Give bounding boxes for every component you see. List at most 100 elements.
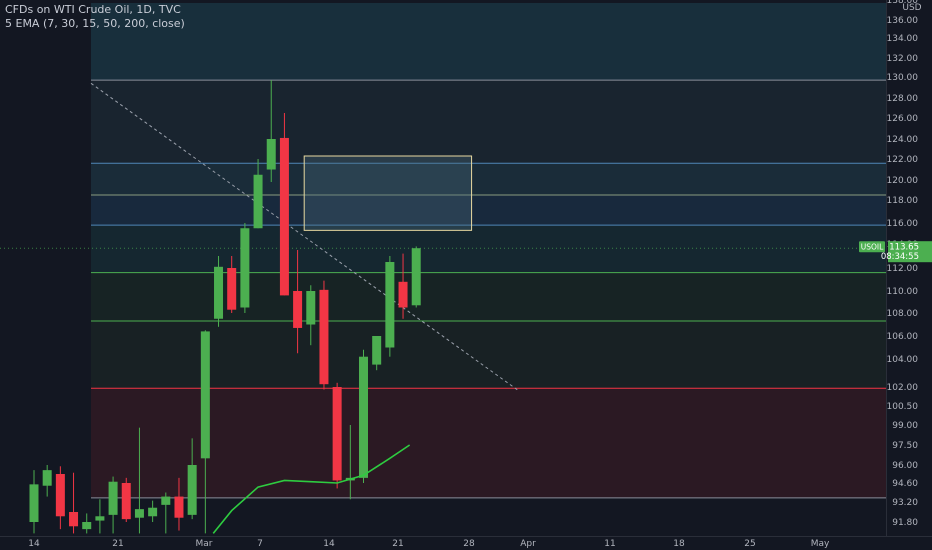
candle-body bbox=[42, 470, 52, 486]
candle[interactable] bbox=[372, 336, 382, 371]
candle-body bbox=[134, 509, 144, 518]
price-tick-label: 128.00 bbox=[887, 94, 919, 104]
rectangle-drawing bbox=[303, 155, 473, 231]
candle[interactable] bbox=[398, 253, 408, 319]
time-tick-label: 14 bbox=[323, 539, 335, 549]
candle[interactable] bbox=[69, 472, 79, 534]
dashed-trendline[interactable] bbox=[90, 82, 520, 392]
time-axis-bg bbox=[0, 536, 932, 550]
fib-zone-4 bbox=[91, 225, 886, 273]
candle[interactable] bbox=[55, 466, 65, 530]
trendline-drawing bbox=[90, 82, 520, 392]
candle-body bbox=[29, 484, 39, 522]
candle[interactable] bbox=[332, 382, 342, 489]
candle-body bbox=[148, 507, 158, 517]
price-tag-symbol: USOIL bbox=[861, 243, 884, 252]
candle[interactable] bbox=[227, 256, 237, 313]
price-tick-label: 94.60 bbox=[892, 479, 918, 489]
candle[interactable] bbox=[279, 113, 289, 296]
candle[interactable] bbox=[306, 285, 316, 346]
price-tick-label: 91.80 bbox=[892, 518, 918, 528]
candle-body bbox=[240, 228, 250, 308]
candle[interactable] bbox=[187, 438, 197, 520]
price-tick-label: 138.00 bbox=[887, 0, 919, 6]
price-tick-label: 124.00 bbox=[887, 135, 919, 145]
candles bbox=[29, 80, 421, 534]
price-tick-label: 93.20 bbox=[892, 498, 918, 508]
candle[interactable] bbox=[319, 280, 329, 390]
candle[interactable] bbox=[214, 256, 224, 327]
candle[interactable] bbox=[42, 465, 52, 497]
candle-body bbox=[214, 266, 224, 319]
price-tick-label: 99.00 bbox=[892, 421, 918, 431]
price-tick-label: 97.50 bbox=[892, 441, 918, 451]
candle[interactable] bbox=[148, 500, 158, 522]
fib-zone-2 bbox=[91, 163, 886, 195]
candle-body bbox=[121, 483, 131, 520]
candle[interactable] bbox=[266, 80, 276, 182]
candle[interactable] bbox=[95, 499, 105, 534]
time-tick-label: 21 bbox=[392, 539, 403, 549]
candle[interactable] bbox=[359, 349, 368, 483]
price-tick-label: 122.00 bbox=[887, 155, 919, 165]
candle[interactable] bbox=[200, 330, 210, 534]
candle-body bbox=[332, 387, 342, 481]
price-axis-bg bbox=[886, 0, 932, 550]
candle[interactable] bbox=[134, 427, 144, 534]
ema-line[interactable] bbox=[212, 444, 411, 534]
candle-body bbox=[372, 336, 382, 365]
candle-body bbox=[411, 248, 421, 306]
price-tag-symbol-box bbox=[859, 241, 885, 253]
time-tick-label: 28 bbox=[463, 539, 475, 549]
candle[interactable] bbox=[161, 492, 171, 534]
candle-body bbox=[227, 268, 237, 310]
candle-body bbox=[306, 291, 316, 325]
candle[interactable] bbox=[411, 246, 421, 308]
time-tick-label: May bbox=[811, 539, 830, 549]
price-tick-label: 134.00 bbox=[887, 34, 919, 44]
candle[interactable] bbox=[174, 477, 184, 531]
price-tick-label: 116.00 bbox=[887, 219, 919, 229]
candle[interactable] bbox=[82, 513, 92, 534]
horizontal-levels bbox=[0, 79, 886, 499]
time-tick-label: 25 bbox=[744, 539, 755, 549]
candle[interactable] bbox=[240, 223, 250, 313]
price-tick-label: 102.00 bbox=[887, 383, 919, 393]
ema-lines bbox=[212, 444, 411, 534]
candle-body bbox=[174, 496, 184, 518]
candle[interactable] bbox=[385, 256, 395, 357]
price-tick-label: 136.00 bbox=[887, 16, 919, 26]
price-tick-label: 118.00 bbox=[887, 196, 919, 206]
price-tag-price: 113.65 bbox=[889, 243, 919, 253]
candle[interactable] bbox=[253, 159, 263, 229]
candle-body bbox=[55, 474, 65, 517]
candle-body bbox=[253, 174, 263, 229]
price-tick-label: 132.00 bbox=[887, 54, 919, 64]
price-axis-currency: USD bbox=[902, 3, 921, 13]
time-tick-label: 7 bbox=[257, 539, 263, 549]
fib-zone-0 bbox=[91, 3, 886, 81]
candle-body bbox=[385, 262, 395, 348]
candle[interactable] bbox=[121, 477, 131, 522]
candle[interactable] bbox=[293, 250, 303, 354]
price-tick-label: 100.50 bbox=[887, 402, 919, 412]
price-tick-label: 108.00 bbox=[887, 309, 919, 319]
time-tick-label: Apr bbox=[520, 539, 536, 549]
resistance-rectangle[interactable] bbox=[303, 155, 473, 231]
candle-body bbox=[187, 465, 197, 515]
candle[interactable] bbox=[108, 476, 118, 534]
indicator-legend[interactable]: 5 EMA (7, 30, 15, 50, 200, close) bbox=[5, 17, 185, 30]
candle[interactable] bbox=[29, 470, 39, 534]
price-tick-label: 106.00 bbox=[887, 332, 919, 342]
fib-zone-5 bbox=[91, 272, 886, 322]
candle-body bbox=[69, 512, 79, 527]
candle-body bbox=[279, 137, 289, 296]
candle-body bbox=[359, 356, 368, 478]
candle-body bbox=[398, 281, 408, 308]
candle-body bbox=[293, 291, 303, 328]
price-tick-label: 126.00 bbox=[887, 114, 919, 124]
time-tick-label: 21 bbox=[112, 539, 123, 549]
